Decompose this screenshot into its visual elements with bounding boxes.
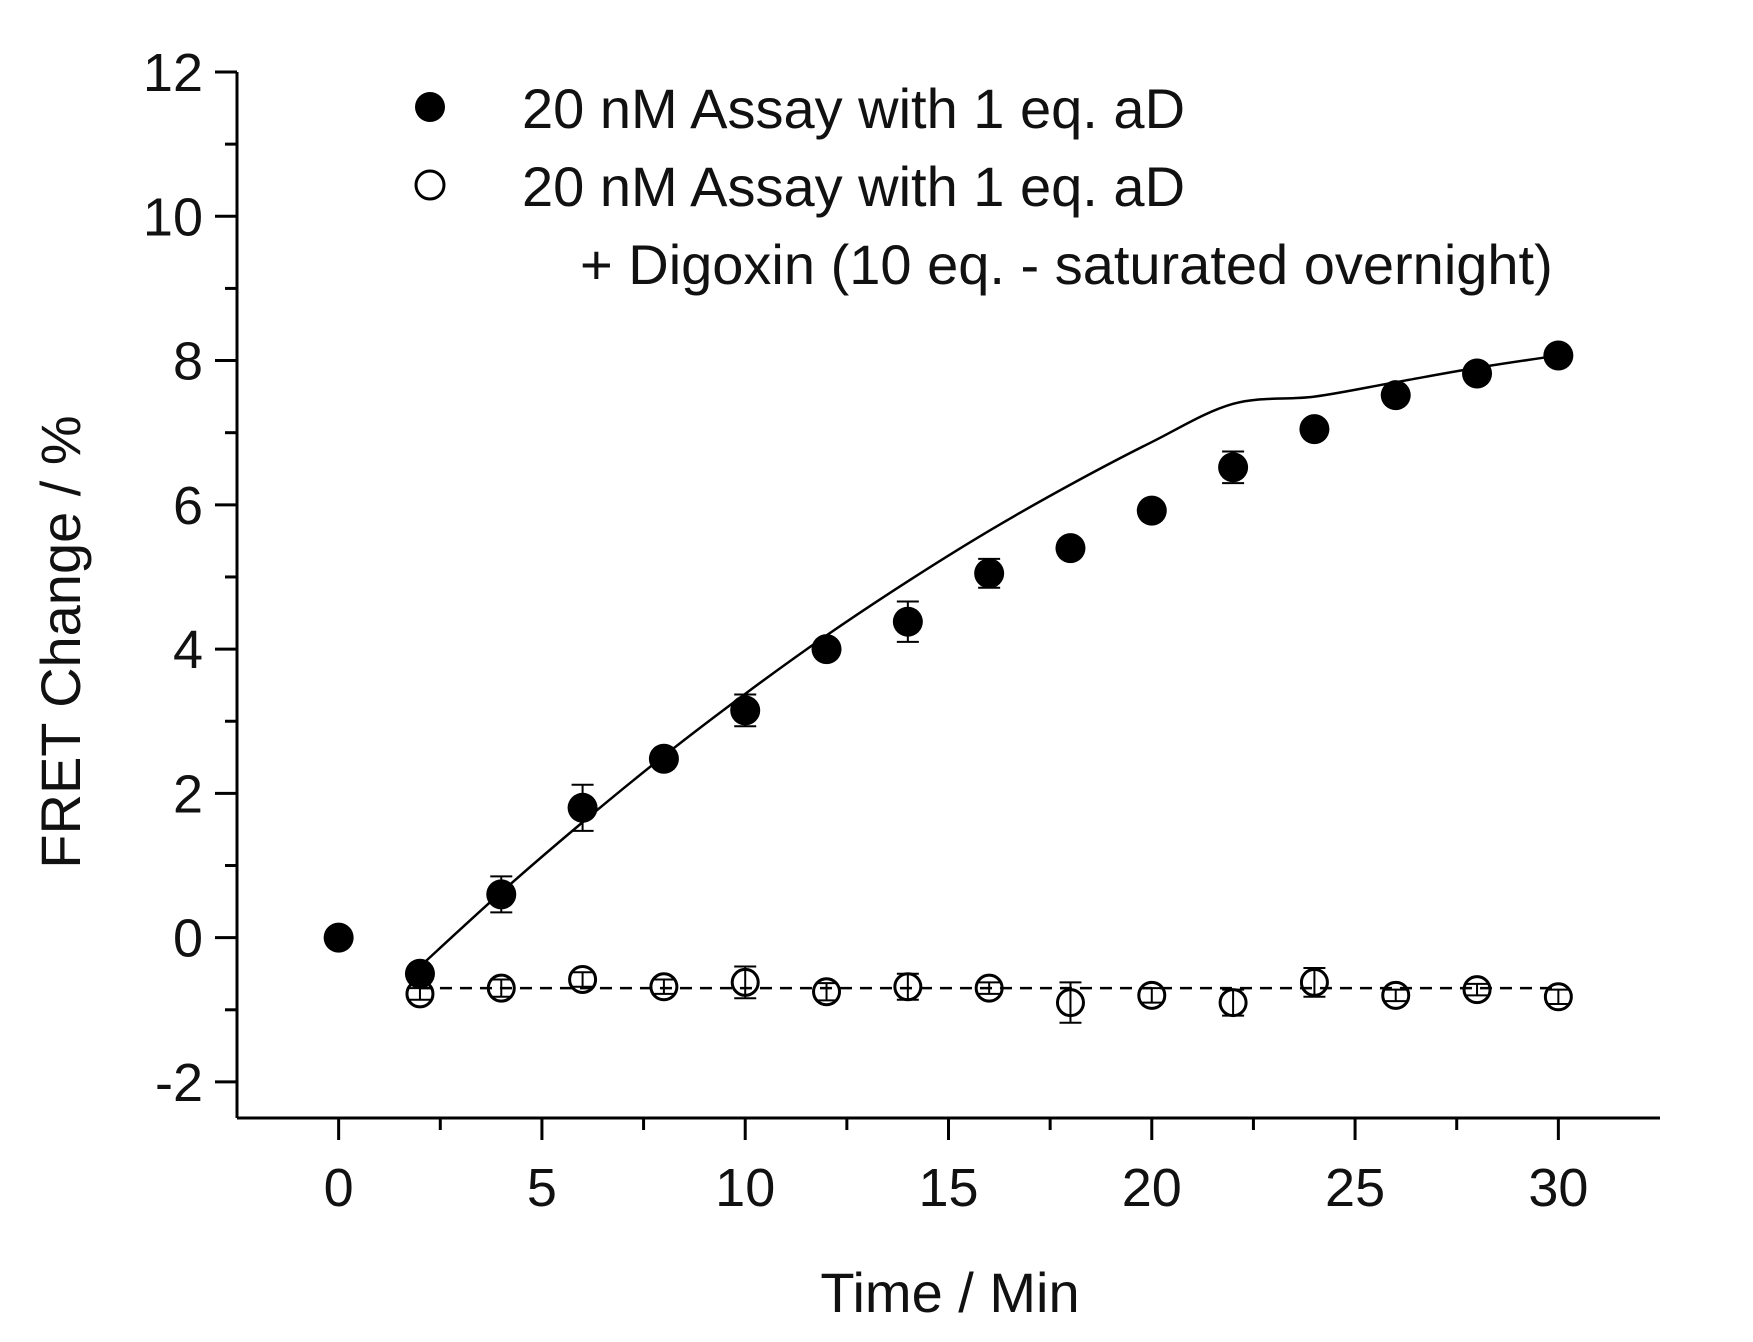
data-point-filled xyxy=(486,879,517,910)
data-point-filled xyxy=(811,634,842,665)
data-point-filled xyxy=(1218,452,1249,483)
data-point-open xyxy=(893,972,923,1002)
x-tick-label: 5 xyxy=(527,1158,557,1218)
legend-label-series-2: 20 nM Assay with 1 eq. aD xyxy=(522,155,1185,218)
legend: 20 nM Assay with 1 eq. aD 20 nM Assay wi… xyxy=(414,77,1553,296)
data-point-open xyxy=(405,979,435,1009)
y-axis-title: FRET Change / % xyxy=(29,415,92,868)
legend-label-series-1: 20 nM Assay with 1 eq. aD xyxy=(522,77,1185,140)
x-tick-label: 20 xyxy=(1122,1158,1182,1218)
y-tick-label: 0 xyxy=(173,909,203,969)
legend-marker-open xyxy=(414,169,446,201)
data-point-open xyxy=(1462,975,1492,1005)
data-point-filled xyxy=(1055,533,1086,564)
data-point-open xyxy=(1218,988,1248,1018)
data-point-filled xyxy=(1462,358,1493,389)
x-tick-label: 15 xyxy=(918,1158,978,1218)
y-tick-label: -2 xyxy=(155,1053,203,1113)
data-point-filled xyxy=(323,922,354,953)
data-point-open xyxy=(1055,988,1085,1018)
data-point-filled xyxy=(892,606,923,637)
x-tick-label: 0 xyxy=(324,1158,354,1218)
data-point-filled xyxy=(1299,414,1330,445)
data-point-open xyxy=(1381,980,1411,1010)
axes xyxy=(215,70,1660,1140)
data-point-open xyxy=(974,973,1004,1003)
data-point-filled xyxy=(730,695,761,726)
x-tick-label: 10 xyxy=(715,1158,775,1218)
y-tick-label: 10 xyxy=(143,187,203,247)
x-axis-title: Time / Min xyxy=(820,1261,1079,1324)
data-point-open xyxy=(1137,980,1167,1010)
x-tick-label: 30 xyxy=(1528,1158,1588,1218)
data-point-filled xyxy=(648,743,679,774)
fit-lines xyxy=(419,354,1559,990)
data-point-filled xyxy=(1136,495,1167,526)
data-point-open xyxy=(1543,982,1573,1012)
y-tick-label: 12 xyxy=(143,43,203,103)
y-tick-label: 2 xyxy=(173,764,203,824)
y-tick-label: 6 xyxy=(173,476,203,536)
y-tick-label: 4 xyxy=(173,620,203,680)
data-point-filled xyxy=(567,792,598,823)
y-tick-label: 8 xyxy=(173,332,203,392)
x-tick-label: 25 xyxy=(1325,1158,1385,1218)
data-point-open xyxy=(1299,967,1329,997)
data-point-filled xyxy=(404,958,435,989)
data-point-open xyxy=(730,967,760,997)
error-bars xyxy=(408,348,1570,1024)
data-point-open xyxy=(649,972,679,1002)
data-point-filled xyxy=(1543,340,1574,371)
data-point-filled xyxy=(974,558,1005,589)
fit-line-solid xyxy=(419,354,1559,968)
data-points xyxy=(323,340,1574,1018)
tick-labels: 0 5 10 15 20 25 30 -2 0 2 4 6 8 10 12 xyxy=(143,43,1588,1218)
legend-label-series-2-line2: + Digoxin (10 eq. - saturated overnight) xyxy=(580,233,1553,296)
data-point-open xyxy=(812,977,842,1007)
legend-marker-filled xyxy=(415,92,445,122)
data-point-open xyxy=(486,973,516,1003)
data-point-filled xyxy=(1380,380,1411,411)
data-point-open xyxy=(568,964,598,994)
